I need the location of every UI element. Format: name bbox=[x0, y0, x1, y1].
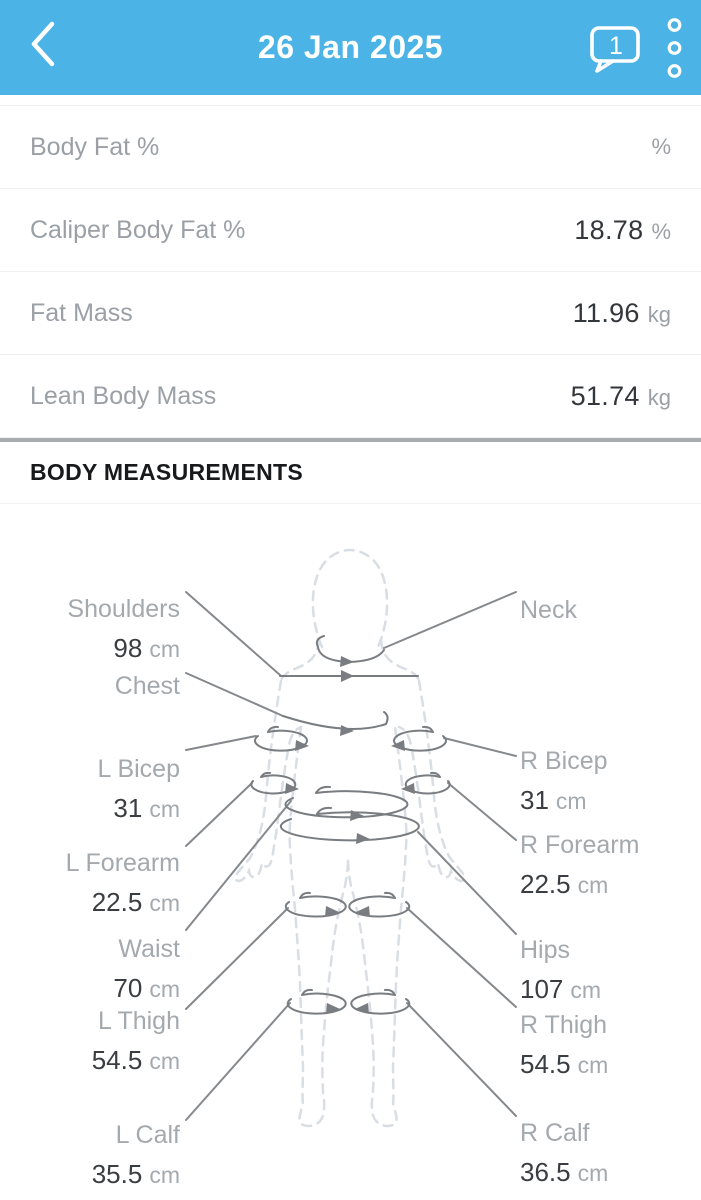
metric-number: 11.96 bbox=[572, 297, 640, 328]
measurement-value: 98 cm bbox=[113, 633, 180, 663]
measurement-value: 36.5 cm bbox=[520, 1157, 609, 1187]
measurement-value: 31 cm bbox=[113, 793, 180, 823]
section-title: BODY MEASUREMENTS bbox=[0, 442, 701, 504]
metric-value: % bbox=[643, 134, 671, 160]
measurement-r-calf: R Calf 36.5 cm bbox=[520, 1114, 608, 1193]
measurement-label: L Calf bbox=[115, 1121, 180, 1149]
measurement-r-bicep: R Bicep 31 cm bbox=[520, 742, 608, 821]
measurement-hips: Hips 107 cm bbox=[520, 931, 601, 1010]
metric-label: Lean Body Mass bbox=[30, 381, 217, 410]
measurement-value: 70 cm bbox=[113, 973, 180, 1003]
metric-row-body-fat[interactable]: Body Fat % % bbox=[0, 105, 701, 189]
overflow-dots-icon bbox=[667, 17, 682, 78]
measurement-label: L Thigh bbox=[97, 1007, 180, 1035]
measurement-value: 22.5 cm bbox=[520, 869, 609, 899]
measurement-label: R Forearm bbox=[520, 831, 640, 859]
leader-lines bbox=[185, 591, 517, 1121]
measurement-value: 54.5 cm bbox=[520, 1049, 609, 1079]
body-outline bbox=[234, 548, 466, 1128]
metrics-list: Body Fat % % Caliper Body Fat % 18.78% F… bbox=[0, 105, 701, 438]
measurement-label: L Forearm bbox=[65, 849, 180, 877]
measurement-shoulders: Shoulders 98 cm bbox=[0, 590, 180, 669]
measurement-l-bicep: L Bicep 31 cm bbox=[0, 750, 180, 829]
measurement-r-forearm: R Forearm 22.5 cm bbox=[520, 826, 639, 905]
metric-value: 51.74 kg bbox=[571, 381, 671, 412]
metric-number: 18.78 bbox=[574, 214, 644, 245]
app-header: 26 Jan 2025 1 bbox=[0, 0, 701, 95]
measurement-marks bbox=[250, 635, 451, 1015]
metric-row-caliper-body-fat[interactable]: Caliper Body Fat % 18.78% bbox=[0, 189, 701, 272]
measurement-label: Hips bbox=[520, 936, 571, 964]
back-button[interactable] bbox=[26, 16, 60, 72]
measurement-value: 54.5 cm bbox=[91, 1045, 180, 1075]
metric-label: Body Fat % bbox=[30, 132, 160, 161]
comment-bubble-icon: 1 bbox=[590, 25, 640, 73]
measurement-label: Waist bbox=[118, 935, 180, 963]
metric-unit: kg bbox=[647, 384, 671, 410]
metric-row-fat-mass[interactable]: Fat Mass 11.96 kg bbox=[0, 272, 701, 355]
metric-unit: kg bbox=[647, 301, 671, 327]
overflow-menu-button[interactable] bbox=[666, 17, 683, 79]
metric-label: Fat Mass bbox=[30, 298, 133, 327]
measurement-value: 35.5 cm bbox=[91, 1159, 180, 1189]
measurement-label: Shoulders bbox=[67, 595, 180, 623]
measurement-l-calf: L Calf 35.5 cm bbox=[0, 1116, 180, 1195]
measurement-label: R Calf bbox=[520, 1119, 590, 1147]
metric-unit: % bbox=[651, 218, 671, 244]
measurement-value: 31 cm bbox=[520, 785, 587, 815]
metric-value: 18.78% bbox=[574, 215, 671, 246]
measurement-l-thigh: L Thigh 54.5 cm bbox=[0, 1002, 180, 1081]
measurement-arrows bbox=[285, 656, 415, 1014]
metric-label: Caliper Body Fat % bbox=[30, 215, 246, 244]
body-figure-illustration bbox=[185, 548, 517, 1128]
measurement-label: Chest bbox=[114, 672, 180, 700]
measurement-label: L Bicep bbox=[97, 755, 180, 783]
measurement-value: 107 cm bbox=[520, 974, 602, 1004]
comment-count: 1 bbox=[609, 32, 623, 60]
body-measurements-diagram: Shoulders 98 cm Chest L Bicep 31 cm L Fore… bbox=[0, 504, 701, 1200]
measurement-l-forearm: L Forearm 22.5 cm bbox=[0, 844, 180, 923]
metric-number: 51.74 bbox=[570, 380, 640, 411]
measurement-label: R Thigh bbox=[520, 1011, 608, 1039]
back-chevron-icon bbox=[31, 21, 55, 67]
section-divider bbox=[0, 438, 701, 442]
measurement-r-thigh: R Thigh 54.5 cm bbox=[520, 1006, 608, 1085]
measurement-value: 22.5 cm bbox=[91, 887, 180, 917]
measurement-label: Neck bbox=[520, 596, 577, 624]
measurement-label: R Bicep bbox=[520, 747, 608, 775]
measurement-chest: Chest bbox=[0, 667, 180, 706]
metric-value: 11.96 kg bbox=[573, 298, 671, 329]
metric-row-lean-body-mass[interactable]: Lean Body Mass 51.74 kg bbox=[0, 355, 701, 438]
measurement-neck: Neck bbox=[520, 591, 577, 630]
metric-unit: % bbox=[651, 134, 671, 159]
header-actions: 1 bbox=[588, 0, 683, 95]
comment-button[interactable]: 1 bbox=[588, 23, 642, 73]
measurement-waist: Waist 70 cm bbox=[0, 930, 180, 1009]
page-title: 26 Jan 2025 bbox=[257, 29, 444, 65]
